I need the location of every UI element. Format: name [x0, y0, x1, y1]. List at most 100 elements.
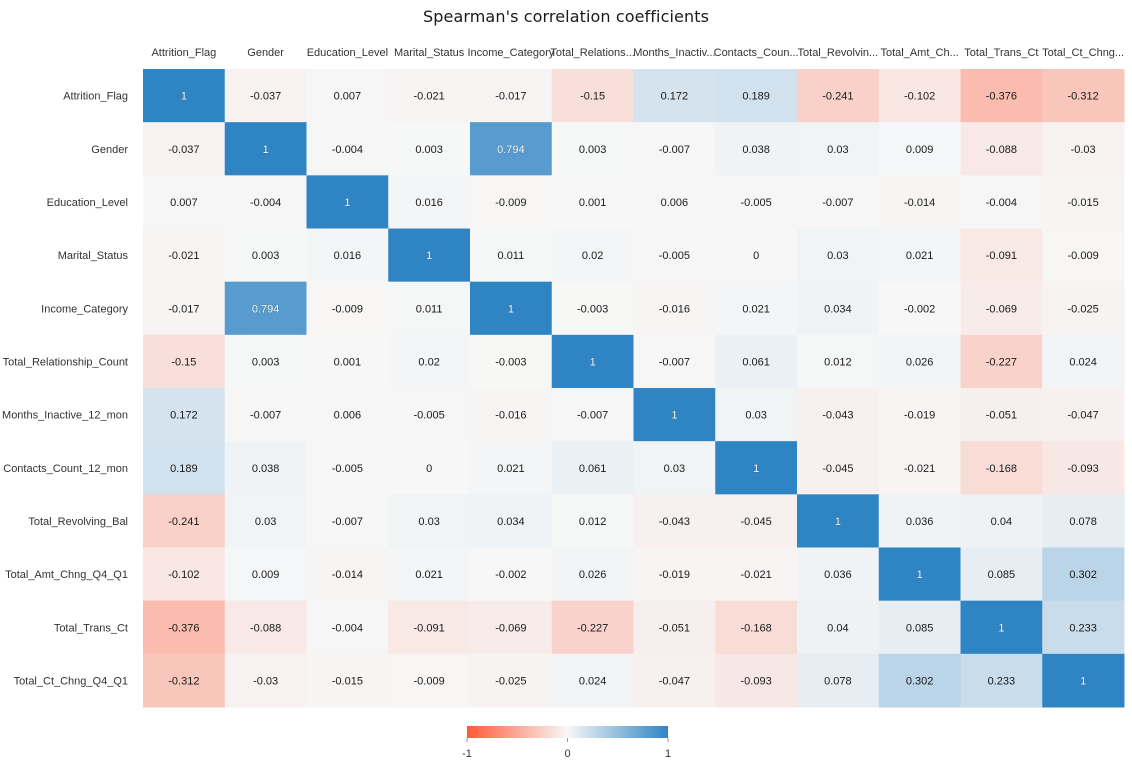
heatmap-cell	[551, 69, 634, 123]
cell-value-label: 0.794	[252, 303, 280, 315]
heatmap-cell	[797, 388, 880, 442]
cell-value-label: -0.047	[659, 675, 690, 687]
heatmap-cell	[878, 547, 961, 602]
heatmap-cell	[551, 175, 634, 229]
heatmap-cell	[878, 69, 961, 123]
heatmap-cell	[470, 122, 553, 176]
cell-value-label: 0.016	[334, 250, 362, 262]
heatmap-cell	[470, 388, 553, 442]
heatmap-cell	[715, 69, 798, 123]
heatmap-cell	[1042, 388, 1125, 442]
cell-value-label: 0.03	[664, 463, 685, 475]
cell-value-label: -0.021	[741, 569, 772, 581]
cell-value-label: 0.038	[742, 144, 770, 156]
cell-value-label: -0.241	[168, 516, 199, 528]
heatmap-cell	[878, 388, 961, 442]
cell-value-label: -0.009	[495, 197, 526, 209]
cell-value-label: -0.376	[986, 91, 1017, 103]
cell-value-label: -0.005	[659, 250, 690, 262]
cell-value-label: -0.091	[986, 250, 1017, 262]
legend-gradient-bar	[467, 726, 668, 738]
heatmap-cell	[633, 441, 716, 495]
cell-value-label: -0.014	[332, 569, 363, 581]
cell-value-label: 0.04	[827, 622, 848, 634]
cell-value-label: -0.017	[495, 91, 526, 103]
cell-value-label: -0.003	[577, 303, 608, 315]
cell-value-label: -0.03	[253, 675, 278, 687]
heatmap-cell	[143, 653, 226, 708]
heatmap-cell	[1042, 441, 1125, 495]
cell-value-label: -0.227	[986, 356, 1017, 368]
cell-value-label: -0.312	[1068, 91, 1099, 103]
cell-value-label: 0.302	[1069, 569, 1097, 581]
cell-value-label: -0.014	[904, 197, 935, 209]
heatmap-cell	[143, 600, 226, 655]
heatmap-cell	[143, 494, 226, 548]
row-label: Total_Trans_Ct	[54, 622, 128, 634]
cell-value-label: 1	[1080, 675, 1086, 687]
cell-value-label: -0.051	[986, 410, 1017, 422]
cell-value-label: 1	[671, 410, 677, 422]
cell-value-label: -0.241	[822, 91, 853, 103]
heatmap-cell	[306, 334, 389, 389]
heatmap-cell	[715, 388, 798, 442]
heatmap-cell	[388, 547, 471, 602]
cell-value-label: -0.047	[1068, 410, 1099, 422]
column-label: Total_Ct_Chng...	[1042, 47, 1124, 59]
heatmap-cells: 1 -0.037 0.007 -0.021 -0.017 -0.15 0.172 0.189 -…	[143, 69, 1125, 708]
cell-value-label: 0.007	[334, 91, 362, 103]
heatmap-cell	[633, 175, 716, 229]
heatmap-cell	[470, 228, 553, 283]
cell-value-label: 0.006	[334, 410, 362, 422]
cell-value-label: -0.043	[659, 516, 690, 528]
heatmap-cell	[551, 494, 634, 548]
cell-value-label: -0.376	[168, 622, 199, 634]
cell-value-label: -0.045	[741, 516, 772, 528]
heatmap-cell	[960, 334, 1043, 389]
heatmap-cell	[470, 653, 553, 708]
cell-value-label: 0	[426, 463, 432, 475]
heatmap-cell	[143, 69, 226, 123]
heatmap-cell	[143, 388, 226, 442]
heatmap-cell	[960, 653, 1043, 708]
row-label: Total_Ct_Chng_Q4_Q1	[14, 675, 128, 687]
heatmap-cell	[797, 228, 880, 283]
heatmap-cell	[388, 388, 471, 442]
heatmap-cell	[143, 122, 226, 176]
cell-value-label: -0.007	[822, 197, 853, 209]
heatmap-cell	[633, 547, 716, 602]
heatmap-cell	[551, 547, 634, 602]
cell-value-label: -0.007	[250, 410, 281, 422]
cell-value-label: 0.034	[497, 516, 525, 528]
cell-value-label: 0.011	[416, 303, 443, 315]
heatmap-cell	[306, 494, 389, 548]
cell-value-label: -0.021	[414, 91, 445, 103]
cell-value-label: -0.168	[741, 622, 772, 634]
heatmap-cell	[551, 281, 634, 336]
heatmap-cell	[960, 228, 1043, 283]
cell-value-label: 0.003	[415, 144, 443, 156]
cell-value-label: -0.015	[332, 675, 363, 687]
heatmap-cell	[306, 175, 389, 229]
column-label: Contacts_Coun...	[714, 47, 799, 59]
heatmap-cell	[715, 228, 798, 283]
heatmap-cell	[715, 281, 798, 336]
cell-value-label: -0.005	[414, 410, 445, 422]
cell-value-label: 0.078	[1069, 516, 1097, 528]
heatmap-cell	[470, 334, 553, 389]
cell-value-label: 0.085	[906, 622, 934, 634]
cell-value-label: -0.021	[168, 250, 199, 262]
cell-value-label: 0.001	[334, 356, 362, 368]
cell-value-label: 0.038	[252, 463, 280, 475]
heatmap-cell	[224, 334, 307, 389]
cell-value-label: -0.017	[168, 303, 199, 315]
cell-value-label: -0.016	[495, 410, 526, 422]
heatmap-cell	[715, 600, 798, 655]
heatmap-cell	[388, 175, 471, 229]
cell-value-label: -0.069	[495, 622, 526, 634]
column-label: Attrition_Flag	[151, 47, 216, 59]
column-labels: Attrition_Flag Gender Education_Level Marit…	[151, 47, 1124, 59]
heatmap-cell	[224, 69, 307, 123]
row-label: Total_Revolving_Bal	[28, 516, 128, 528]
heatmap-cell	[388, 281, 471, 336]
